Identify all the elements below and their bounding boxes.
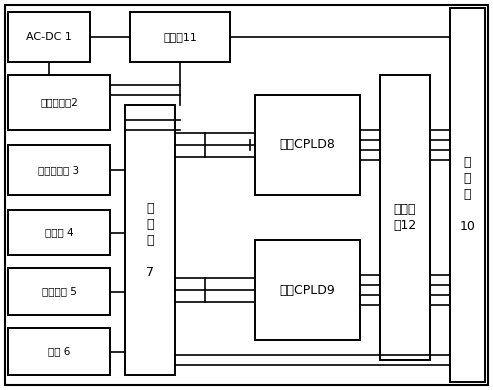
Text: 晶振 6: 晶振 6 bbox=[48, 346, 70, 356]
Bar bbox=[8, 145, 110, 195]
Text: 复位电路 5: 复位电路 5 bbox=[41, 287, 76, 296]
Bar bbox=[8, 210, 110, 255]
Bar bbox=[8, 268, 110, 315]
Bar bbox=[450, 8, 485, 382]
Text: AC-DC 1: AC-DC 1 bbox=[26, 32, 72, 42]
Bar bbox=[8, 328, 110, 375]
Text: 铁电存储器 3: 铁电存储器 3 bbox=[38, 165, 79, 175]
Text: 驱动电
路12: 驱动电 路12 bbox=[393, 203, 417, 232]
Bar bbox=[130, 12, 230, 62]
Text: 继电器11: 继电器11 bbox=[163, 32, 197, 42]
Bar bbox=[380, 75, 430, 360]
Text: 电压转换器2: 电压转换器2 bbox=[40, 98, 78, 108]
Bar bbox=[255, 95, 360, 195]
Text: 指示灯 4: 指示灯 4 bbox=[45, 227, 73, 238]
Bar bbox=[8, 12, 90, 62]
Text: 第一CPLD8: 第一CPLD8 bbox=[280, 138, 335, 151]
Bar bbox=[8, 75, 110, 130]
Bar bbox=[125, 105, 175, 375]
Text: 连
接
器

10: 连 接 器 10 bbox=[459, 156, 475, 234]
Bar bbox=[255, 240, 360, 340]
Text: 单
片
机

7: 单 片 机 7 bbox=[146, 202, 154, 278]
Text: 第二CPLD9: 第二CPLD9 bbox=[280, 284, 335, 296]
